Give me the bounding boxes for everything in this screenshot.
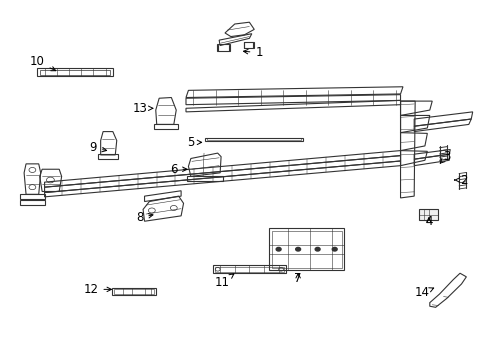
Text: 5: 5 bbox=[187, 136, 201, 149]
Circle shape bbox=[276, 247, 281, 251]
Bar bbox=[112, 288, 156, 296]
Bar bbox=[98, 154, 118, 159]
Circle shape bbox=[295, 247, 300, 251]
Bar bbox=[271, 230, 341, 267]
Text: 14: 14 bbox=[414, 287, 433, 300]
Bar bbox=[20, 200, 44, 205]
Bar bbox=[418, 210, 437, 220]
Text: 3: 3 bbox=[439, 150, 449, 163]
Bar bbox=[207, 138, 301, 140]
Bar bbox=[205, 138, 303, 141]
Bar bbox=[268, 228, 344, 270]
Text: 11: 11 bbox=[215, 274, 233, 289]
Bar bbox=[216, 44, 230, 51]
Text: 7: 7 bbox=[294, 272, 301, 285]
Bar bbox=[20, 194, 44, 199]
Text: 8: 8 bbox=[136, 211, 153, 224]
Text: 4: 4 bbox=[424, 215, 432, 228]
Bar bbox=[37, 68, 113, 76]
Bar bbox=[40, 69, 110, 75]
Text: 13: 13 bbox=[132, 102, 153, 115]
Bar bbox=[114, 289, 154, 294]
Text: 1: 1 bbox=[243, 46, 263, 59]
Text: 12: 12 bbox=[83, 283, 111, 296]
Bar bbox=[215, 267, 283, 272]
Text: 2: 2 bbox=[454, 174, 467, 186]
Circle shape bbox=[315, 247, 320, 251]
Text: 6: 6 bbox=[170, 163, 186, 176]
Circle shape bbox=[331, 247, 336, 251]
Text: 9: 9 bbox=[89, 141, 106, 154]
Bar bbox=[187, 176, 222, 181]
Text: 10: 10 bbox=[30, 55, 56, 71]
Bar bbox=[154, 124, 177, 129]
Bar bbox=[212, 265, 285, 273]
Bar bbox=[243, 41, 254, 48]
